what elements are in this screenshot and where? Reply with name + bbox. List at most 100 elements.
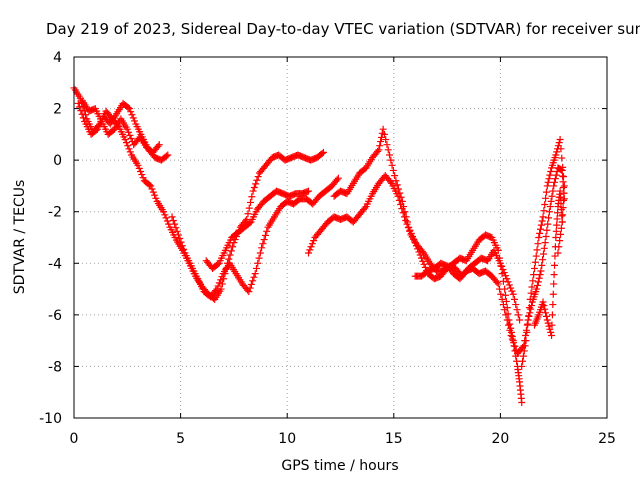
data-point — [394, 185, 402, 193]
data-point — [154, 142, 162, 150]
data-point — [543, 182, 551, 190]
data-point — [560, 182, 568, 190]
data-point — [251, 270, 259, 278]
data-point — [553, 215, 561, 223]
data-point — [263, 227, 271, 235]
data-point — [394, 192, 402, 200]
data-point — [121, 136, 129, 144]
data-point — [544, 220, 552, 228]
data-point — [554, 209, 562, 217]
data-point — [556, 237, 564, 245]
data-point — [135, 164, 143, 172]
data-point — [131, 117, 139, 125]
data-point — [401, 208, 409, 216]
data-point — [415, 248, 423, 256]
data-point — [125, 145, 133, 153]
data-point — [127, 108, 135, 116]
data-point — [511, 342, 519, 350]
data-point — [513, 357, 521, 365]
data-point — [124, 104, 132, 112]
data-point — [259, 240, 267, 248]
data-point — [518, 362, 526, 370]
data-point — [505, 281, 513, 289]
data-point — [518, 399, 526, 407]
data-point — [542, 309, 550, 317]
data-point — [497, 262, 505, 270]
data-point — [558, 212, 566, 220]
data-point — [557, 193, 565, 201]
data-point — [539, 250, 547, 258]
data-point — [155, 141, 163, 149]
data-point — [499, 277, 507, 285]
data-point — [533, 246, 541, 254]
data-point — [416, 251, 424, 259]
data-point — [384, 146, 392, 154]
data-point — [393, 181, 401, 189]
data-point — [550, 271, 558, 279]
data-point — [79, 114, 87, 122]
data-point — [557, 224, 565, 232]
data-point — [540, 302, 548, 310]
data-point — [536, 225, 544, 233]
data-point — [542, 194, 550, 202]
data-point — [525, 312, 533, 320]
data-point — [549, 301, 557, 309]
series-satellite-track-D — [168, 174, 342, 301]
data-point — [499, 301, 507, 309]
data-point — [391, 172, 399, 180]
data-point — [508, 287, 516, 295]
data-point — [535, 234, 543, 241]
data-point — [246, 284, 254, 292]
data-point — [545, 322, 553, 330]
data-point — [409, 232, 417, 240]
points-layer — [70, 84, 568, 407]
data-point — [414, 245, 422, 253]
data-point — [171, 220, 179, 228]
data-point — [396, 189, 404, 197]
data-point — [520, 347, 528, 355]
data-point — [505, 321, 513, 329]
data-point — [152, 194, 160, 202]
data-point — [523, 328, 531, 336]
data-point — [168, 213, 176, 221]
data-point — [547, 328, 555, 336]
data-point — [412, 242, 420, 250]
data-point — [499, 265, 507, 273]
data-point — [544, 178, 552, 186]
data-point — [556, 136, 564, 144]
data-point — [214, 260, 222, 268]
data-point — [164, 151, 172, 159]
data-point — [553, 148, 561, 156]
data-point — [145, 181, 153, 189]
data-point — [77, 107, 85, 115]
data-point — [418, 254, 426, 262]
data-point — [551, 261, 559, 269]
data-point — [527, 305, 535, 313]
data-point — [536, 271, 544, 279]
data-point — [250, 273, 258, 281]
data-point — [411, 239, 419, 247]
data-point — [247, 198, 255, 206]
data-point — [526, 295, 534, 303]
data-point — [419, 257, 427, 265]
data-point — [542, 232, 550, 240]
data-point — [177, 238, 185, 246]
data-point — [388, 161, 396, 169]
data-point — [244, 210, 252, 218]
data-point — [494, 280, 502, 288]
data-point — [247, 280, 255, 288]
x-tick-label: 20 — [491, 431, 509, 447]
y-axis-label: SDTVAR / TECUs — [12, 180, 28, 295]
data-point — [560, 173, 568, 181]
data-point — [306, 246, 314, 254]
data-point — [551, 243, 559, 251]
data-point — [496, 285, 504, 293]
data-point — [361, 204, 369, 212]
data-point — [553, 221, 561, 229]
data-point — [261, 231, 269, 239]
data-point — [395, 196, 403, 204]
data-point — [380, 130, 388, 138]
data-point — [218, 273, 226, 281]
data-point — [148, 185, 156, 193]
data-point — [253, 176, 261, 184]
